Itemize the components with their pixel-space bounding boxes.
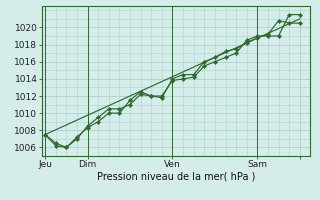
X-axis label: Pression niveau de la mer( hPa ): Pression niveau de la mer( hPa )	[97, 172, 255, 182]
